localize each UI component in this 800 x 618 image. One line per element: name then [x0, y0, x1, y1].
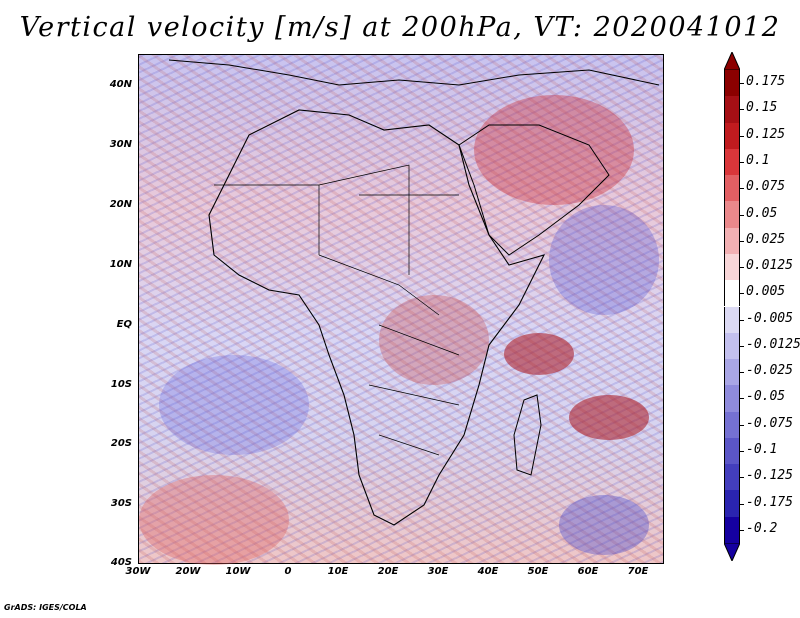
colorbar-swatch — [724, 490, 740, 517]
positive-patch-southwest — [139, 475, 289, 565]
colorbar-swatch — [724, 201, 740, 228]
colorbar-swatch — [724, 332, 740, 360]
colorbar-swatch — [724, 385, 740, 412]
colorbar-tick — [740, 83, 744, 85]
colorbar-swatch — [724, 516, 740, 543]
colorbar-swatch — [724, 122, 740, 149]
x-label-50e: 50E — [527, 566, 549, 577]
colorbar-label: -0.05 — [746, 389, 786, 405]
y-label-40s: 40S — [110, 557, 132, 568]
colorbar-tick — [740, 240, 744, 242]
colorbar-tick — [740, 293, 744, 295]
colorbar-label: 0.05 — [746, 205, 778, 221]
y-label-30n: 30N — [109, 139, 132, 150]
x-label-40e: 40E — [477, 566, 499, 577]
colorbar-label: 0.175 — [746, 74, 786, 90]
y-label-40n: 40N — [109, 79, 132, 90]
colorbar-tick — [740, 188, 744, 190]
colorbar-tick — [740, 161, 744, 163]
colorbar-tick — [740, 135, 744, 137]
colorbar-bottom-arrow — [724, 543, 740, 561]
country-borders — [214, 164, 460, 456]
y-label-20s: 20S — [110, 438, 132, 449]
colorbar-tick — [740, 214, 744, 216]
coastline-map — [168, 59, 660, 526]
positive-patch-arabia — [474, 95, 634, 205]
x-label-10e: 10E — [327, 566, 349, 577]
colorbar-label: -0.125 — [746, 468, 793, 484]
x-label-10w: 10W — [225, 566, 251, 577]
colorbar-tick — [740, 503, 744, 505]
colorbar-tick — [740, 267, 744, 269]
y-label-30s: 30S — [110, 498, 132, 509]
colorbar-label: -0.075 — [746, 415, 793, 431]
negative-patch-atlantic — [159, 355, 309, 455]
colorbar-label: 0.0125 — [746, 258, 793, 274]
colorbar-label: -0.2 — [746, 520, 778, 536]
x-label-20w: 20W — [175, 566, 201, 577]
colorbar-swatch — [724, 96, 740, 123]
colorbar-tick — [740, 398, 744, 400]
colorbar-label: 0.15 — [746, 100, 778, 116]
colorbar-top-arrow — [724, 52, 740, 70]
colorbar-tick — [740, 451, 744, 453]
colorbar-swatch — [724, 227, 740, 254]
plot-title: Vertical velocity [m/s] at 200hPa, VT: 2… — [19, 12, 781, 43]
x-label-70e: 70E — [627, 566, 649, 577]
colorbar-tick — [740, 345, 744, 347]
colorbar-swatch — [724, 306, 740, 333]
colorbar-label: -0.1 — [746, 442, 778, 458]
colorbar: 0.175 0.15 0.125 0.1 0.075 0.05 0.025 0.0125 0.0… — [724, 52, 800, 561]
africa-coastline — [208, 109, 546, 526]
madagascar-coastline — [513, 394, 542, 476]
x-label-60e: 60E — [577, 566, 599, 577]
colorbar-tick — [740, 477, 744, 479]
y-label-20n: 20N — [109, 199, 132, 210]
colorbar-label: 0.125 — [746, 126, 786, 142]
arabia-coastline — [458, 124, 610, 256]
colorbar-swatch — [724, 253, 740, 281]
y-label-eq: EQ — [116, 319, 132, 330]
colorbar-label: 0.025 — [746, 231, 786, 247]
colorbar-tick — [740, 529, 744, 531]
colorbar-swatch — [724, 411, 740, 438]
colorbar-swatch — [724, 280, 740, 307]
y-label-10n: 10N — [109, 259, 132, 270]
colorbar-swatch — [724, 175, 740, 202]
x-label-0: 0 — [284, 566, 292, 577]
colorbar-label: -0.175 — [746, 494, 793, 510]
negative-patch-indian-ocean — [549, 205, 659, 315]
colorbar-label: 0.005 — [746, 284, 786, 300]
colorbar-swatch — [724, 70, 740, 97]
velocity-map — [138, 54, 664, 565]
colorbar-swatch — [724, 437, 740, 465]
positive-patch-indian-ocean — [504, 333, 574, 375]
y-label-10s: 10S — [110, 379, 132, 390]
positive-patch-central-africa — [379, 295, 489, 385]
positive-patch-indian-ocean-south — [569, 395, 649, 440]
colorbar-label: -0.025 — [746, 363, 793, 379]
negative-patch-south — [559, 495, 649, 555]
credit-text: GrADS: IGES/COLA — [4, 603, 87, 612]
colorbar-tick — [740, 424, 744, 426]
colorbar-label: -0.005 — [746, 310, 793, 326]
x-label-30e: 30E — [427, 566, 449, 577]
colorbar-swatch — [724, 148, 740, 176]
colorbar-tick — [740, 372, 744, 374]
x-label-20e: 20E — [377, 566, 399, 577]
colorbar-swatch — [724, 464, 740, 491]
colorbar-label: 0.075 — [746, 179, 786, 195]
x-label-30w: 30W — [125, 566, 151, 577]
colorbar-tick — [740, 319, 744, 321]
europe-coastline — [168, 59, 660, 86]
colorbar-label: -0.0125 — [746, 336, 800, 352]
colorbar-tick — [740, 109, 744, 111]
colorbar-swatch — [724, 359, 740, 386]
colorbar-label: 0.1 — [746, 152, 770, 168]
